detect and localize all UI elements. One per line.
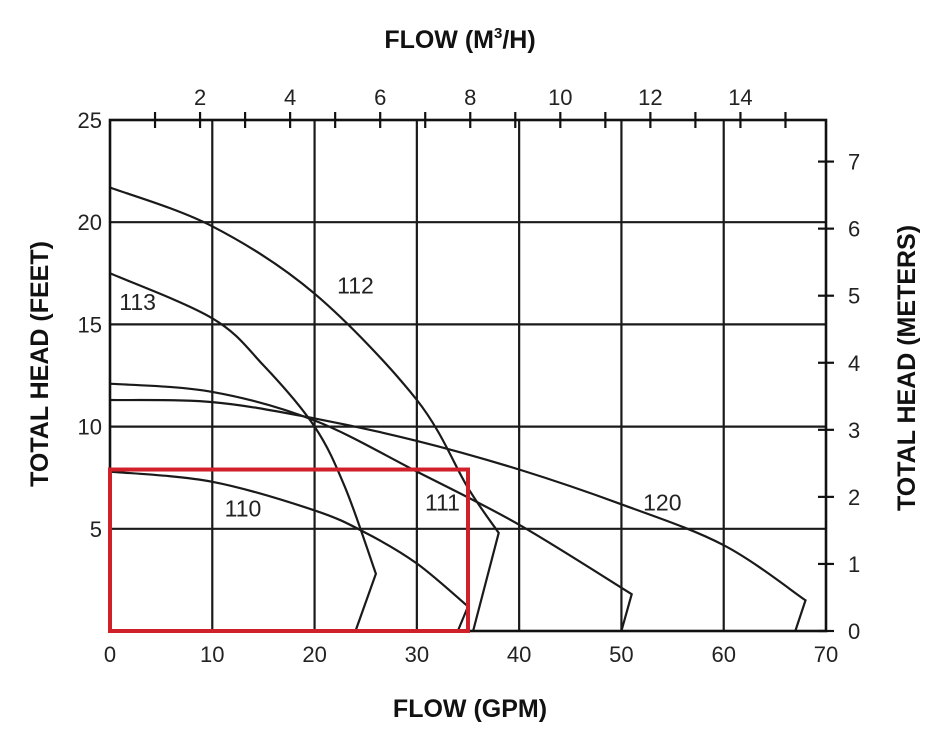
curve-113 bbox=[109, 272, 378, 632]
y-tick-label: 5 bbox=[90, 517, 102, 542]
curve-label-112: 112 bbox=[337, 273, 374, 299]
axis-ticks bbox=[153, 112, 834, 633]
y-tick-label: 20 bbox=[78, 210, 102, 235]
y2-tick-label: 1 bbox=[848, 552, 860, 577]
x2-tick-label: 8 bbox=[464, 85, 476, 110]
curve-label-111: 111 bbox=[425, 489, 460, 515]
x-tick-label: 40 bbox=[507, 642, 531, 667]
y2-axis-title: TOTAL HEAD (METERS) bbox=[893, 225, 921, 511]
y-tick-label: 25 bbox=[78, 108, 102, 133]
y2-tick-label: 6 bbox=[848, 217, 860, 242]
x2-tick-label: 4 bbox=[284, 85, 296, 110]
curve-labels: 110 113 112 111 120 bbox=[119, 273, 681, 522]
curve-110 bbox=[109, 470, 470, 632]
curve-label-110: 110 bbox=[225, 496, 262, 522]
curve-120 bbox=[109, 398, 807, 632]
x-tick-label: 60 bbox=[711, 642, 735, 667]
y2-tick-label: 5 bbox=[848, 284, 860, 309]
grid-lines bbox=[110, 120, 826, 631]
x-axis-title: FLOW (GPM) bbox=[393, 695, 547, 723]
y-axis-title: TOTAL HEAD (FEET) bbox=[26, 241, 54, 487]
x-tick-label: 30 bbox=[405, 642, 429, 667]
x-tick-label: 10 bbox=[200, 642, 224, 667]
y2-tick-label: 4 bbox=[848, 351, 860, 376]
performance-curves bbox=[109, 186, 807, 632]
y2-tick-label: 0 bbox=[848, 619, 860, 644]
curve-112 bbox=[109, 186, 500, 632]
x2-tick-label: 10 bbox=[548, 85, 572, 110]
y-tick-label: 10 bbox=[78, 415, 102, 440]
curve-111 bbox=[109, 382, 633, 632]
y2-tick-label: 7 bbox=[848, 150, 860, 175]
top-axis-title: FLOW (M3/H) bbox=[384, 25, 535, 54]
x-tick-label: 0 bbox=[104, 642, 116, 667]
x-tick-label: 70 bbox=[814, 642, 838, 667]
x-tick-label: 20 bbox=[302, 642, 326, 667]
y-tick-label: 15 bbox=[78, 312, 102, 337]
curve-label-120: 120 bbox=[643, 489, 681, 515]
x2-tick-label: 2 bbox=[194, 85, 206, 110]
highlight-box bbox=[108, 467, 470, 633]
y2-tick-label: 3 bbox=[848, 418, 860, 443]
x2-tick-label: 14 bbox=[728, 85, 752, 110]
curve-label-113: 113 bbox=[119, 289, 156, 315]
y2-tick-label: 2 bbox=[848, 485, 860, 510]
x2-tick-label: 12 bbox=[638, 85, 662, 110]
x2-tick-label: 6 bbox=[374, 85, 386, 110]
x-tick-label: 50 bbox=[609, 642, 633, 667]
